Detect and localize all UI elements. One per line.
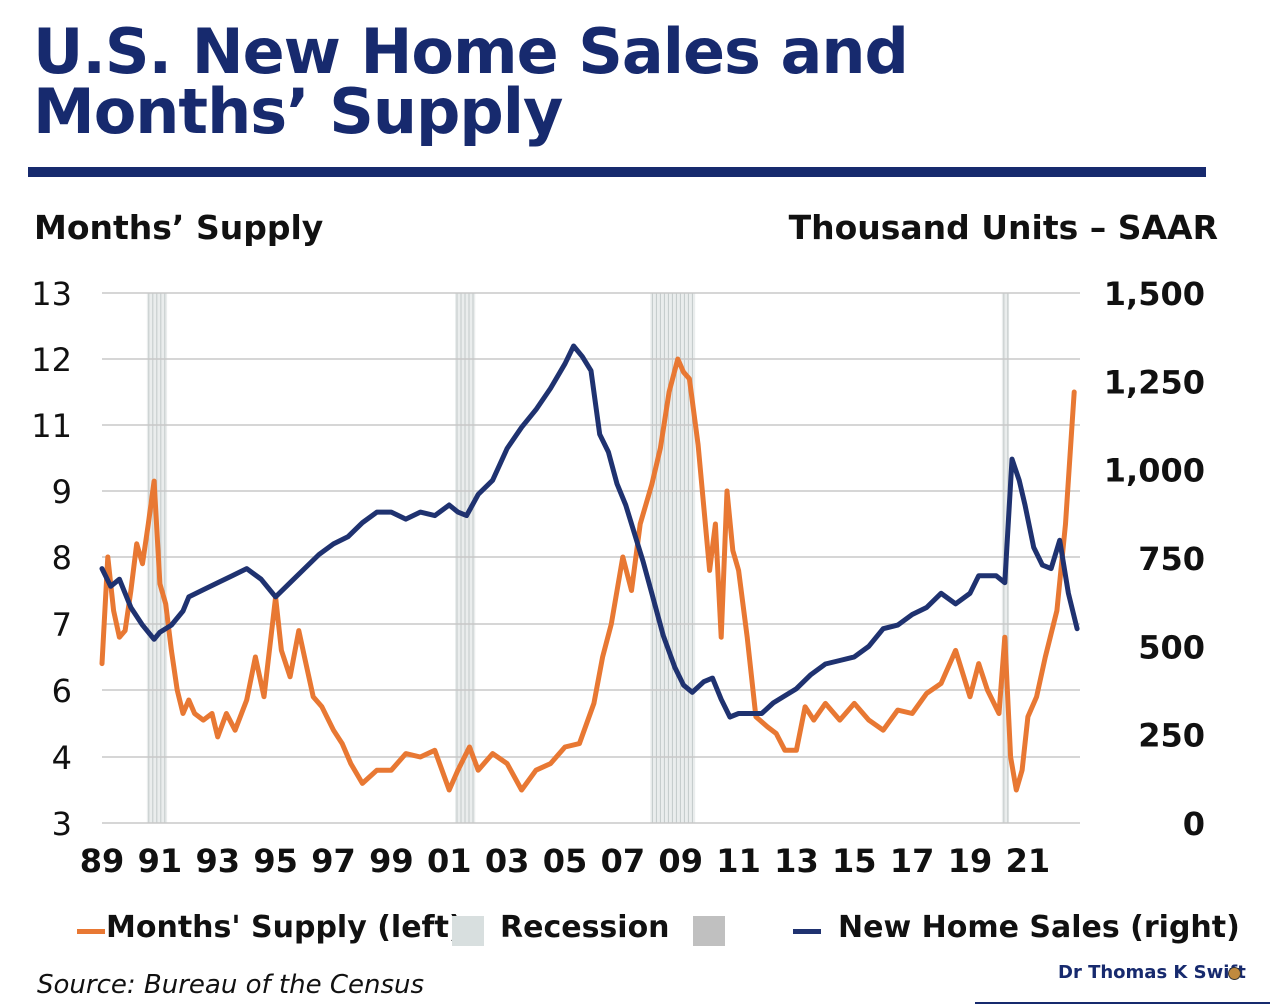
right-tick-label: 1,000 — [1104, 452, 1205, 490]
chart-title-line-1: U.S. New Home Sales and — [33, 15, 909, 88]
author-credit: Dr Thomas K Swift — [1058, 962, 1246, 983]
x-tick-label: 01 — [427, 842, 472, 880]
legend-label-supply: Months' Supply (left) — [106, 910, 463, 945]
right-tick-label: 1,250 — [1104, 363, 1205, 401]
x-tick-label: 21 — [1006, 842, 1051, 880]
legend-swatch-sales — [793, 929, 821, 934]
left-axis-title: Months’ Supply — [34, 208, 324, 247]
x-tick-label: 93 — [195, 842, 240, 880]
legend-label-sales: New Home Sales (right) — [838, 910, 1240, 945]
left-tick-label: 11 — [31, 407, 72, 445]
x-tick-label: 13 — [774, 842, 819, 880]
chart-title: U.S. New Home Sales and Months’ Supply — [33, 21, 909, 143]
left-tick-label: 7 — [52, 606, 72, 644]
left-tick-label: 12 — [31, 341, 72, 379]
legend-swatch-supply — [77, 929, 105, 934]
x-tick-label: 09 — [658, 842, 703, 880]
x-tick-label: 11 — [716, 842, 761, 880]
series-line-months-supply — [99, 356, 1077, 793]
right-tick-label: 0 — [1183, 805, 1205, 843]
series-line-new-home-sales — [99, 343, 1080, 720]
right-tick-label: 750 — [1138, 540, 1205, 578]
left-tick-label: 8 — [52, 539, 72, 577]
chart-plot-area: 13 12 11 9 8 7 6 4 3 1,500 1,250 1,000 750 500 250 0 89 9… — [31, 275, 1205, 880]
x-tick-label: 99 — [369, 842, 414, 880]
left-tick-label: 4 — [52, 739, 72, 777]
x-tick-label: 97 — [311, 842, 356, 880]
right-axis-title: Thousand Units – SAAR — [788, 208, 1218, 247]
legend-swatch-recession-dark — [693, 916, 725, 946]
chart-title-line-2: Months’ Supply — [33, 75, 563, 148]
x-tick-label: 89 — [80, 842, 125, 880]
left-tick-label: 13 — [31, 275, 72, 313]
left-tick-label: 9 — [52, 473, 72, 511]
left-tick-label: 6 — [52, 672, 72, 710]
left-tick-label: 3 — [52, 805, 72, 843]
legend-swatch-recession-light — [452, 916, 484, 946]
x-tick-label: 91 — [138, 842, 183, 880]
x-tick-label: 15 — [832, 842, 877, 880]
right-tick-label: 500 — [1138, 628, 1205, 666]
credit-logo-dot — [1228, 967, 1241, 980]
x-tick-label: 19 — [948, 842, 993, 880]
x-tick-label: 17 — [890, 842, 935, 880]
title-underline — [28, 167, 1206, 177]
source-note: Source: Bureau of the Census — [37, 970, 425, 1000]
right-tick-label: 1,500 — [1104, 275, 1205, 313]
right-tick-label: 250 — [1138, 717, 1205, 755]
legend-label-recession: Recession — [500, 910, 670, 945]
credit-underline — [975, 1002, 1270, 1004]
x-tick-label: 05 — [543, 842, 588, 880]
x-tick-label: 03 — [485, 842, 530, 880]
x-tick-label: 95 — [253, 842, 298, 880]
x-tick-label: 07 — [601, 842, 646, 880]
